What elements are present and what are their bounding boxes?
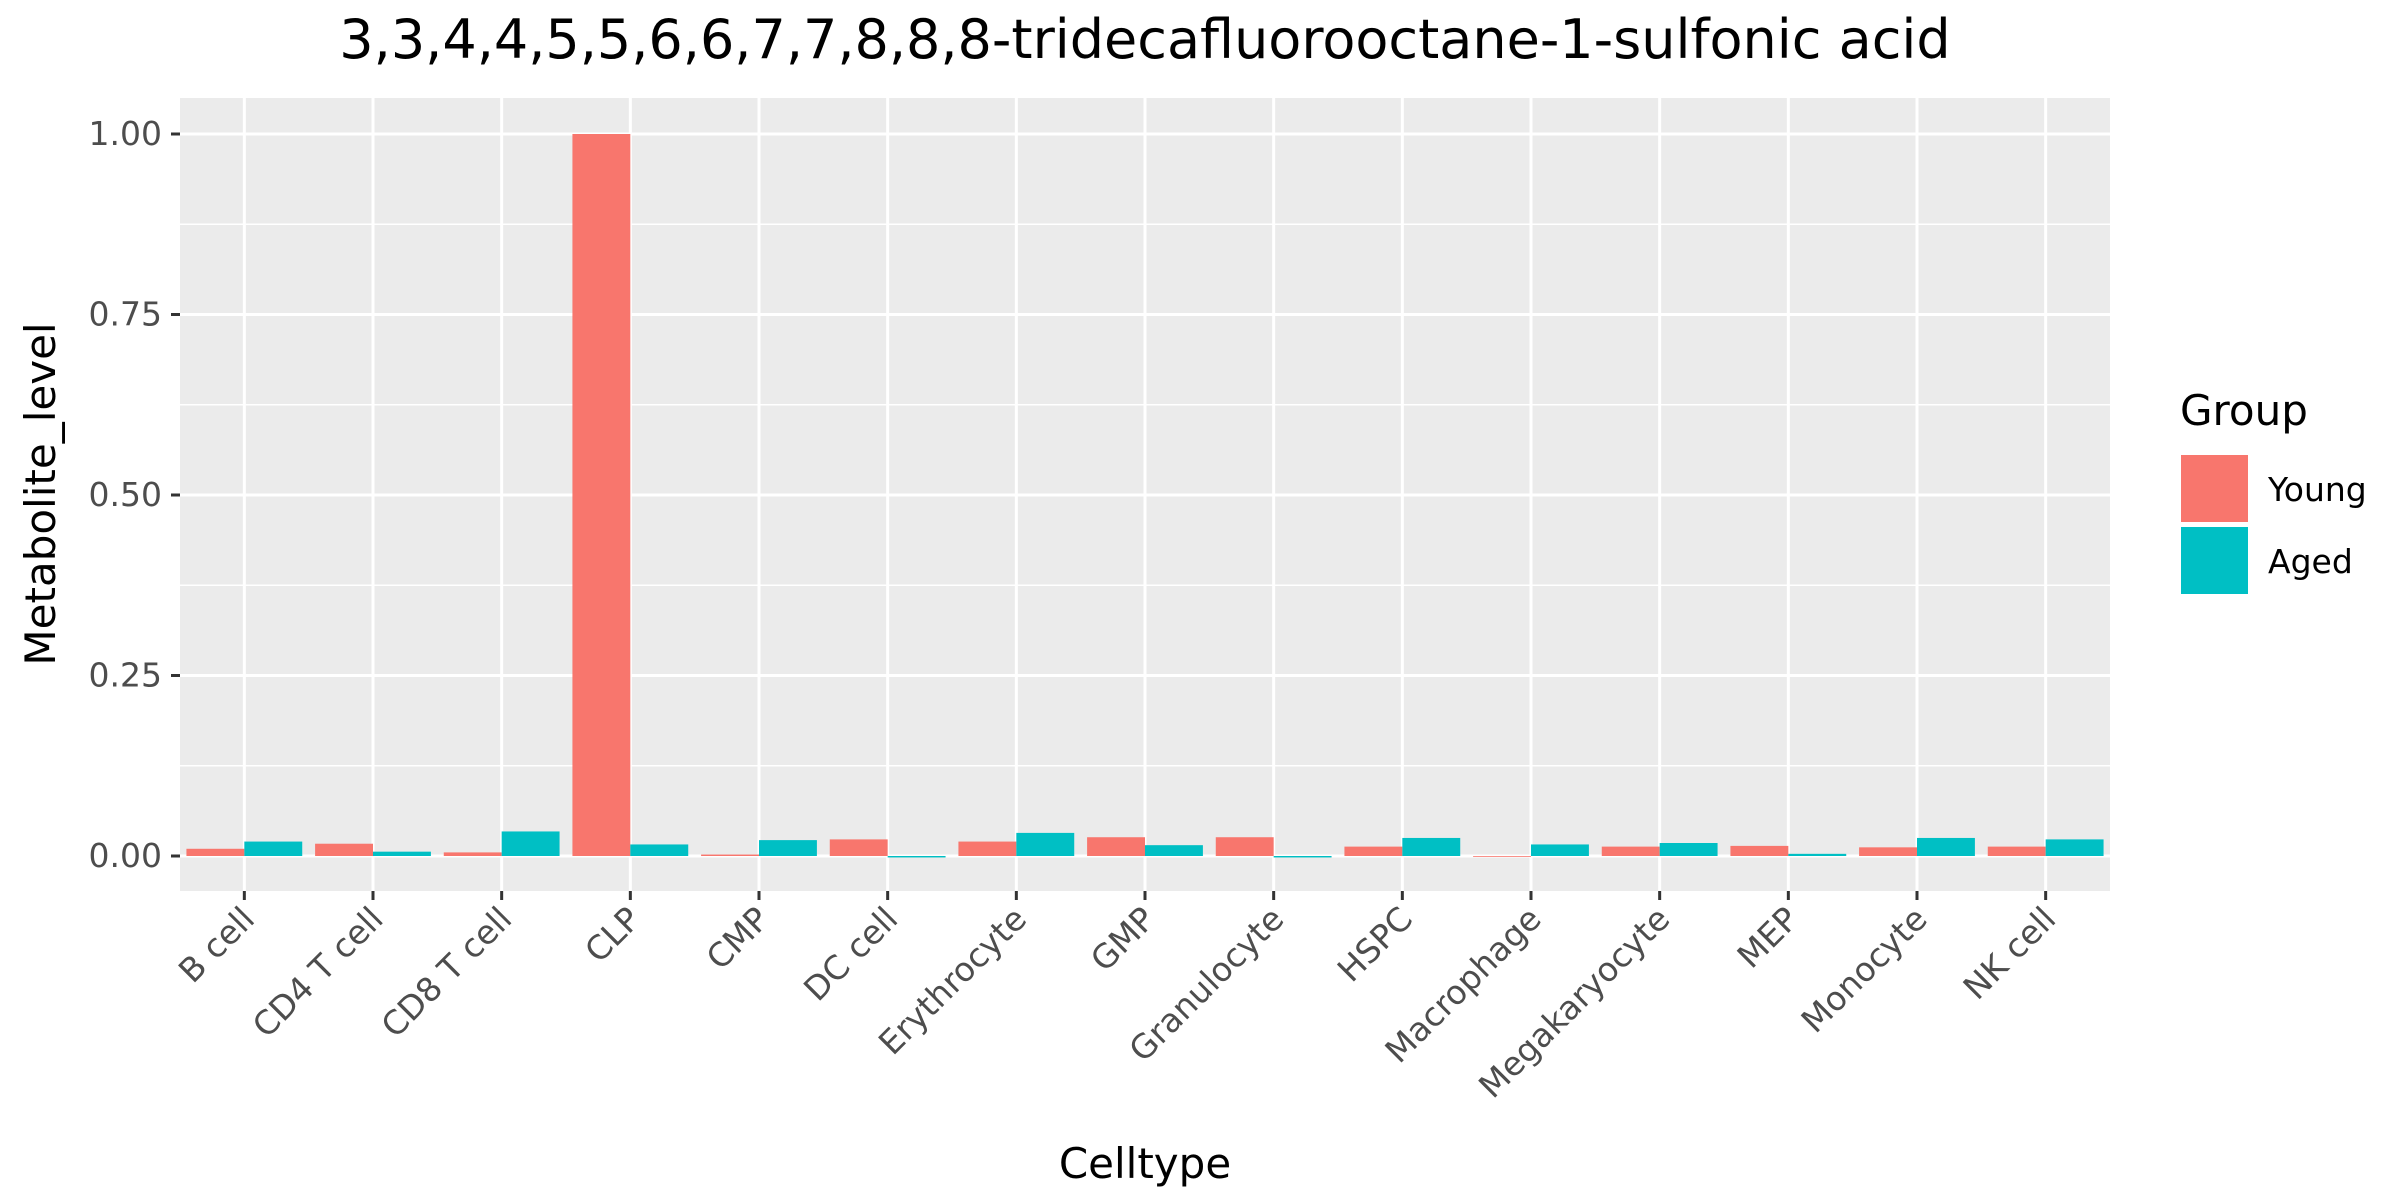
y-axis: 0.00 0.25 0.50 0.75 1.00 — [89, 114, 180, 875]
bar-aged — [1402, 837, 1461, 856]
x-tick-label: MEP — [1729, 899, 1806, 976]
y-tick-label: 0.75 — [89, 295, 162, 334]
x-tick-label: NK cell — [1955, 899, 2063, 1007]
bar-aged — [630, 844, 689, 856]
x-tick-label: B cell — [171, 899, 262, 990]
x-tick-label: HSPC — [1330, 899, 1420, 989]
bar-aged — [1917, 837, 1975, 856]
bar-young — [1859, 847, 1917, 856]
legend: Group Young Aged — [2180, 386, 2367, 594]
x-tick-label: DC cell — [796, 899, 905, 1008]
legend-label-aged: Aged — [2268, 542, 2353, 581]
chart-title: 3,3,4,4,5,5,6,6,7,7,8,8,8-tridecafluoroo… — [339, 8, 1950, 71]
y-axis-title: Metabolite_level — [16, 322, 65, 665]
bar-aged — [1145, 845, 1203, 856]
y-tick-label: 0.50 — [89, 475, 162, 514]
bar-young — [1987, 846, 2046, 856]
bar-young — [1601, 846, 1660, 856]
bar-aged — [373, 851, 431, 856]
bar-young — [701, 854, 759, 856]
x-tick-label: CD8 T cell — [373, 899, 519, 1045]
x-tick-label: CLP — [577, 899, 648, 970]
bar-young — [186, 848, 245, 856]
bars — [186, 134, 2104, 858]
bar-young — [1215, 837, 1274, 856]
bar-aged — [501, 831, 560, 856]
y-tick-label: 1.00 — [89, 114, 162, 153]
bar-aged — [1273, 856, 1332, 858]
x-tick-label: CMP — [699, 899, 777, 977]
x-tick-label: Monocyte — [1793, 899, 1934, 1040]
bar-young — [1473, 856, 1531, 857]
legend-title: Group — [2180, 386, 2308, 435]
bar-young — [1730, 845, 1789, 856]
bar-aged — [887, 856, 946, 858]
bar-aged — [1531, 844, 1589, 856]
bar-young — [829, 839, 888, 856]
bar-young — [1087, 837, 1145, 856]
bar-aged — [759, 840, 817, 856]
bar-young — [572, 134, 631, 856]
bar-young — [443, 852, 502, 856]
y-tick-label: 0.00 — [89, 836, 162, 875]
bar-aged — [1788, 853, 1847, 856]
bar-aged — [1016, 832, 1075, 856]
x-tick-label: CD4 T cell — [245, 899, 391, 1045]
x-axis-title: Celltype — [1059, 1139, 1231, 1188]
bar-aged — [2045, 839, 2104, 856]
bar-aged — [244, 841, 303, 856]
bar-young — [1344, 846, 1403, 856]
y-tick-label: 0.25 — [89, 656, 162, 695]
bar-aged — [1659, 843, 1718, 856]
legend-key-young — [2181, 455, 2248, 522]
grid-major — [180, 98, 2110, 891]
bar-young — [315, 843, 373, 856]
x-tick-label: GMP — [1083, 899, 1163, 979]
bar-young — [958, 841, 1017, 856]
legend-key-aged — [2181, 527, 2248, 594]
legend-label-young: Young — [2267, 470, 2367, 509]
